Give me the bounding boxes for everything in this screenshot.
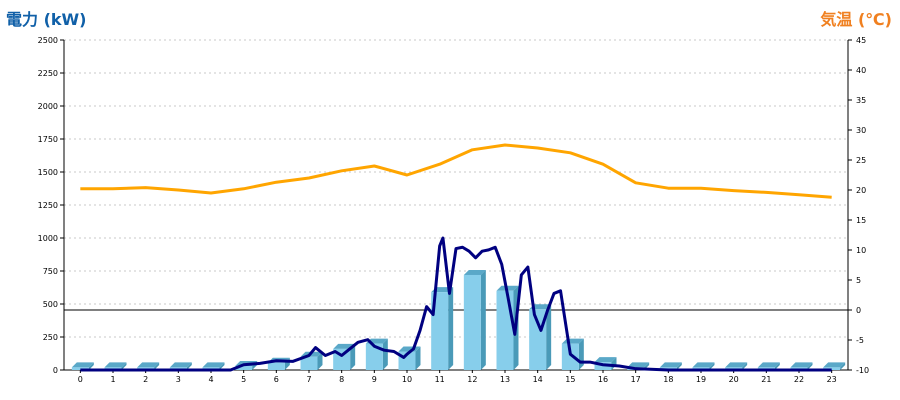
right-axis-title: 気温 (℃) (820, 10, 892, 29)
left-tick-label: 2500 (38, 36, 58, 45)
x-tick-label: 18 (663, 375, 673, 384)
x-tick-label: 12 (467, 375, 477, 384)
power-bar (463, 269, 486, 370)
left-tick-label: 1250 (38, 201, 58, 210)
x-tick-label: 1 (110, 375, 115, 384)
x-tick-label: 15 (565, 375, 575, 384)
x-tick-label: 10 (402, 375, 412, 384)
x-tick-label: 19 (696, 375, 706, 384)
x-tick-label: 7 (306, 375, 311, 384)
power-bar (71, 362, 94, 370)
temperature-line (80, 143, 832, 199)
power-bar (365, 338, 388, 370)
right-tick-label: 10 (856, 246, 866, 255)
right-tick-label: 25 (856, 156, 866, 165)
power-bar (398, 346, 421, 370)
left-tick-label: 0 (53, 366, 58, 375)
right-tick-label: 20 (856, 186, 866, 195)
x-tick-label: 2 (143, 375, 148, 384)
x-tick-label: 4 (208, 375, 213, 384)
left-tick-label: 1750 (38, 135, 58, 144)
x-tick-label: 8 (339, 375, 344, 384)
x-tick-label: 22 (794, 375, 804, 384)
left-tick-label: 250 (43, 333, 58, 342)
x-tick-label: 13 (500, 375, 510, 384)
right-tick-label: 0 (856, 306, 861, 315)
right-tick-label: 40 (856, 66, 866, 75)
right-tick-label: 45 (856, 36, 866, 45)
right-tick-label: 35 (856, 96, 866, 105)
x-tick-label: 23 (827, 375, 837, 384)
left-tick-label: 500 (43, 300, 58, 309)
x-tick-label: 14 (533, 375, 543, 384)
right-tick-label: -5 (856, 336, 864, 345)
left-tick-label: 2250 (38, 69, 58, 78)
x-tick-label: 6 (274, 375, 279, 384)
left-tick-label: 2000 (38, 102, 58, 111)
x-tick-label: 16 (598, 375, 608, 384)
x-tick-label: 3 (176, 375, 181, 384)
x-tick-label: 20 (729, 375, 739, 384)
right-tick-label: 5 (856, 276, 861, 285)
left-tick-label: 750 (43, 267, 58, 276)
left-tick-label: 1500 (38, 168, 58, 177)
left-tick-label: 1000 (38, 234, 58, 243)
x-tick-label: 9 (372, 375, 377, 384)
right-tick-label: 15 (856, 216, 866, 225)
left-axis-title: 電力 (kW) (6, 10, 87, 29)
x-tick-label: 0 (78, 375, 83, 384)
x-tick-label: 17 (631, 375, 641, 384)
right-tick-label: -10 (856, 366, 869, 375)
x-tick-label: 11 (435, 375, 445, 384)
power-line (80, 236, 832, 372)
right-tick-label: 30 (856, 126, 866, 135)
x-tick-label: 5 (241, 375, 246, 384)
x-tick-label: 21 (761, 375, 771, 384)
